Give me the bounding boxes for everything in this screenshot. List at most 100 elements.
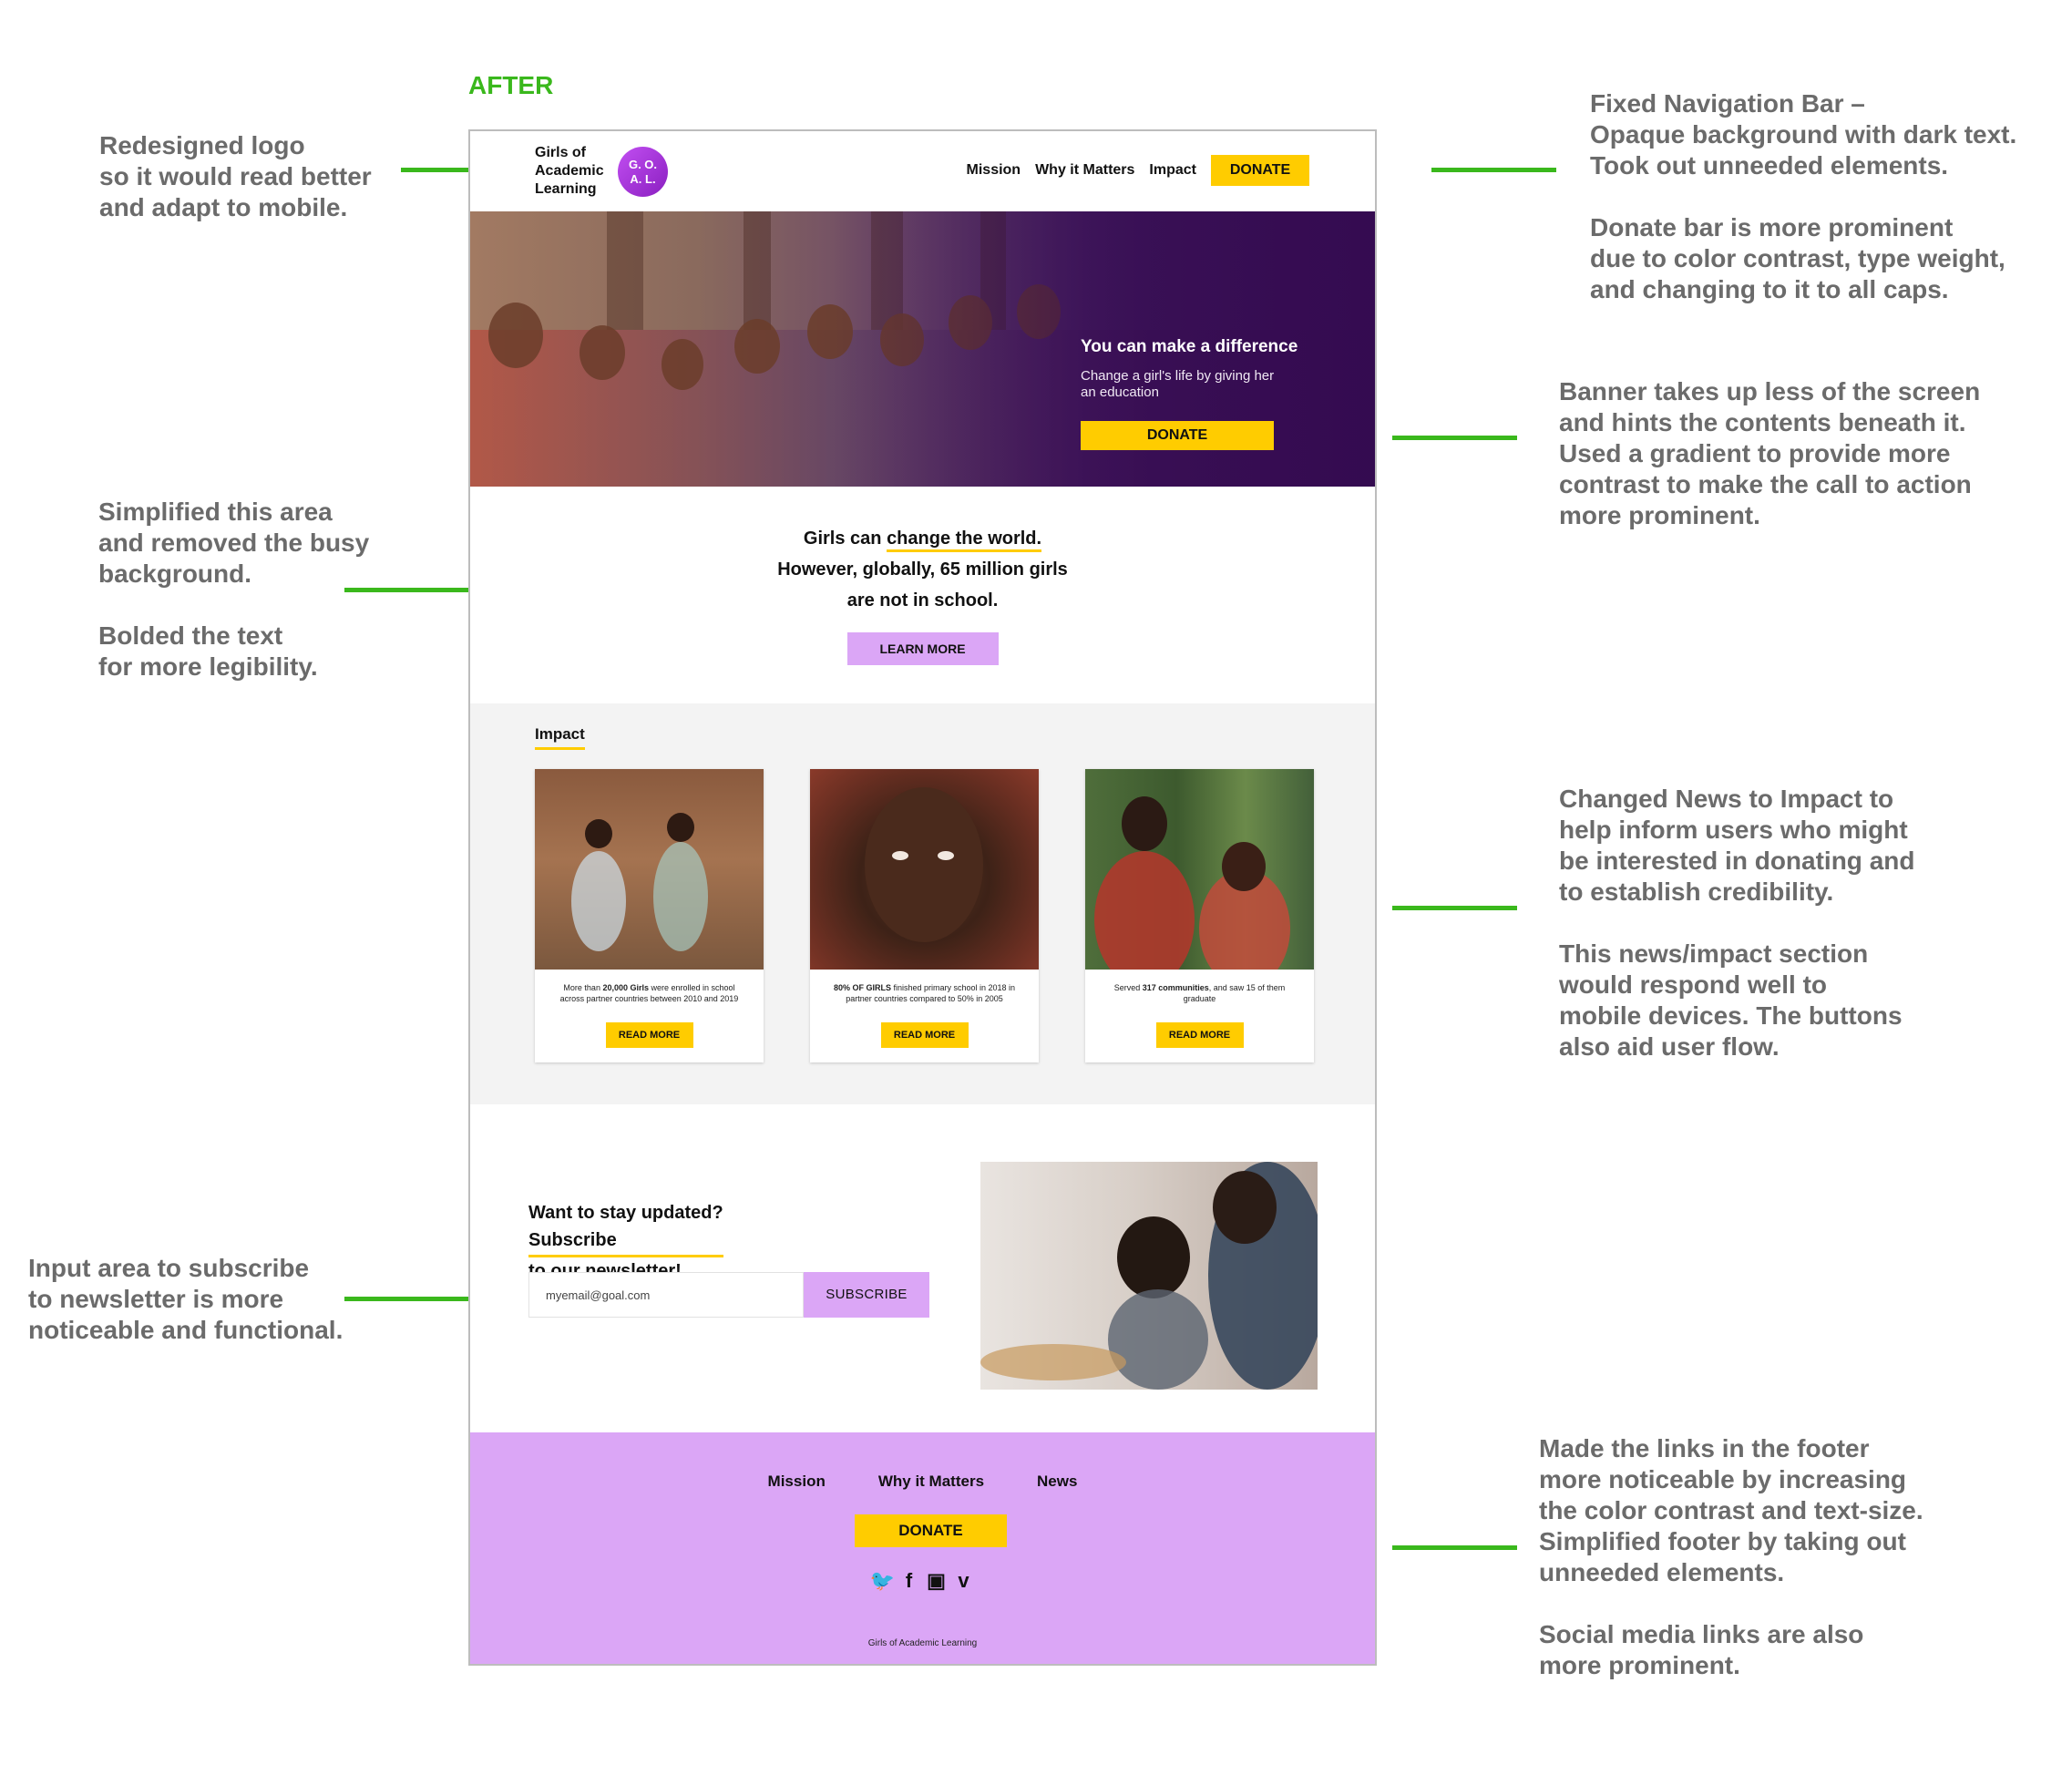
nav-link-impact[interactable]: Impact (1149, 162, 1196, 178)
annotation-line: unneeded elements. (1539, 1558, 1785, 1586)
annotation-line: Fixed Navigation Bar – (1590, 89, 1865, 118)
annotation-line: background. (98, 559, 252, 588)
annotation-line: Made the links in the footer (1539, 1434, 1870, 1462)
annotation-line: so it would read better (99, 162, 372, 190)
card-text-part: , and saw 15 of them graduate (1183, 983, 1286, 1003)
nav-link-why-it-matters[interactable]: Why it Matters (1035, 162, 1135, 178)
pointer-line (1431, 168, 1556, 172)
photo-detail (653, 842, 708, 951)
footer-link-news[interactable]: News (1037, 1473, 1078, 1490)
card-text-bold: 20,000 Girls (602, 983, 649, 992)
photo-detail (667, 813, 694, 842)
annotation-banner: Banner takes up less of the screen and h… (1559, 376, 1980, 531)
nav-link-mission[interactable]: Mission (966, 162, 1021, 178)
annotation-line: Bolded the text (98, 621, 283, 650)
photo-detail (980, 1344, 1126, 1380)
nav-donate-button[interactable]: DONATE (1211, 155, 1309, 186)
annotation-line: and changing to it to all caps. (1590, 275, 1949, 303)
photo-detail (1117, 1216, 1190, 1298)
pointer-line (401, 168, 501, 172)
annotation-logo: Redesigned logo so it would read better … (99, 130, 372, 223)
annotation-line: to newsletter is more (28, 1285, 284, 1313)
card-text-part: finished primary school in 2018 in partn… (846, 983, 1016, 1003)
facebook-icon[interactable]: f (905, 1569, 913, 1592)
photo-detail (1094, 851, 1195, 970)
footer-link-mission[interactable]: Mission (767, 1473, 826, 1490)
mission-statement: Girls can change the world. However, glo… (470, 487, 1375, 703)
annotation-nav: Fixed Navigation Bar – Opaque background… (1590, 88, 2016, 305)
vimeo-icon[interactable]: v (958, 1569, 969, 1592)
footer-links: Mission Why it Matters News (470, 1473, 1375, 1491)
annotation-line: contrast to make the call to action (1559, 470, 1972, 498)
pointer-line (1392, 906, 1517, 910)
statement-line-2: However, globally, 65 million girls (777, 559, 1068, 580)
hero-title: You can make a difference (1081, 337, 1298, 356)
photo-detail (1108, 1289, 1208, 1390)
annotation-line: and removed the busy (98, 528, 370, 557)
hero-banner: You can make a difference Change a girl'… (470, 211, 1375, 487)
newsletter-photo (980, 1162, 1318, 1390)
statement-highlight: change the world. (887, 528, 1042, 552)
photo-detail (865, 787, 983, 942)
photo-detail (892, 851, 908, 860)
read-more-button[interactable]: READ MORE (605, 1022, 693, 1048)
annotation-line: Redesigned logo (99, 131, 305, 159)
annotation-line: Banner takes up less of the screen (1559, 377, 1981, 405)
hero-subtitle: Change a girl's life by giving her an ed… (1081, 368, 1275, 400)
annotation-line: Used a gradient to provide more (1559, 439, 1951, 467)
footer-link-why-it-matters[interactable]: Why it Matters (877, 1473, 985, 1490)
photo-detail (938, 851, 954, 860)
card-text-part: were enrolled in school across partner c… (559, 983, 739, 1003)
annotation-line: due to color contrast, type weight, (1590, 244, 2005, 272)
impact-card: More than 20,000 Girls were enrolled in … (535, 769, 764, 1062)
badge-line: A. L. (630, 172, 656, 186)
read-more-button[interactable]: READ MORE (880, 1022, 969, 1048)
footer-copyright: Girls of Academic Learning (867, 1638, 978, 1648)
card-text-bold: 80% OF GIRLS (833, 983, 891, 992)
annotation-line: help inform users who might (1559, 816, 1908, 844)
pointer-line (1392, 436, 1517, 440)
annotation-line: Input area to subscribe (28, 1254, 310, 1282)
read-more-button[interactable]: READ MORE (1155, 1022, 1244, 1048)
annotation-line: Opaque background with dark text. (1590, 120, 2017, 149)
footer: Mission Why it Matters News DONATE 🐦 f ▣… (470, 1432, 1375, 1664)
annotation-line: for more legibility. (98, 652, 318, 681)
annotation-line: be interested in donating and (1559, 847, 1915, 875)
impact-heading: Impact (535, 725, 585, 750)
subscribe-button[interactable]: SUBSCRIBE (804, 1272, 929, 1318)
logo-line: Learning (535, 181, 597, 197)
impact-card-photo (810, 769, 1039, 970)
navigation-bar: Girls of Academic Learning G. O. A. L. M… (470, 131, 1375, 211)
annotation-line: and hints the contents beneath it. (1559, 408, 1966, 436)
annotation-line: and adapt to mobile. (99, 193, 348, 221)
annotation-input: Input area to subscribe to newsletter is… (28, 1253, 343, 1346)
photo-detail (1213, 1171, 1277, 1244)
impact-card-text: More than 20,000 Girls were enrolled in … (535, 970, 764, 1022)
card-text-part: Served (1113, 983, 1143, 992)
hero-donate-button[interactable]: DONATE (1081, 421, 1274, 450)
annotation-line: Donate bar is more prominent (1590, 213, 1954, 241)
annotation-footer: Made the links in the footer more notice… (1539, 1433, 1923, 1681)
learn-more-button[interactable]: LEARN MORE (846, 632, 999, 665)
annotation-line: mobile devices. The buttons (1559, 1001, 1903, 1030)
logo-badge[interactable]: G. O. A. L. (618, 147, 668, 197)
logo-wordmark[interactable]: Girls of Academic Learning (535, 144, 621, 199)
pointer-line (1392, 1545, 1517, 1550)
email-input[interactable] (528, 1272, 804, 1318)
annotation-line: Simplified this area (98, 498, 333, 526)
pointer-line (344, 1297, 484, 1301)
footer-donate-button[interactable]: DONATE (855, 1514, 1007, 1547)
annotation-simplified: Simplified this area and removed the bus… (98, 497, 369, 682)
annotation-line: more prominent. (1539, 1651, 1740, 1679)
annotation-line: more prominent. (1559, 501, 1760, 529)
impact-card: 80% OF GIRLS finished primary school in … (810, 769, 1039, 1062)
statement-line-3: are not in school. (846, 590, 999, 611)
impact-card-photo (535, 769, 764, 970)
annotation-line: This news/impact section (1559, 939, 1869, 968)
impact-section: Impact More than 20,000 Girls were enrol… (470, 703, 1375, 1104)
twitter-icon[interactable]: 🐦 (869, 1569, 895, 1592)
website-mockup: Girls of Academic Learning G. O. A. L. M… (468, 129, 1377, 1666)
instagram-icon[interactable]: ▣ (927, 1569, 946, 1592)
annotation-impact: Changed News to Impact to help inform us… (1559, 784, 1914, 1062)
annotation-line: more noticeable by increasing (1539, 1465, 1907, 1493)
